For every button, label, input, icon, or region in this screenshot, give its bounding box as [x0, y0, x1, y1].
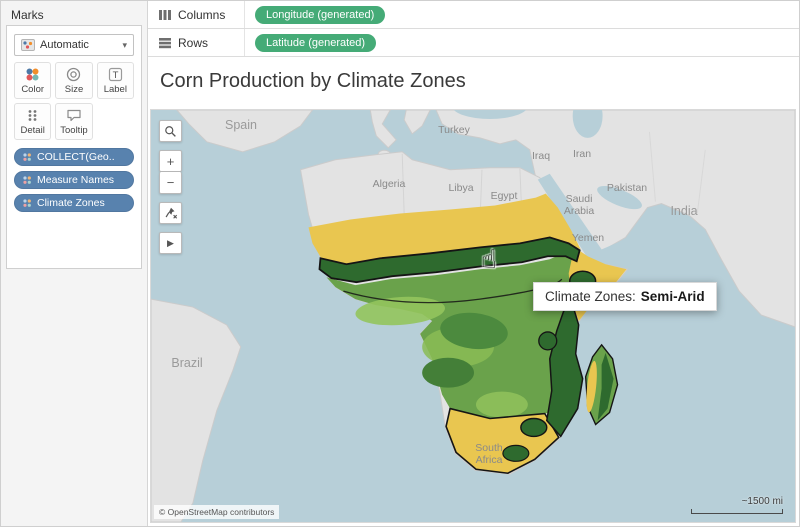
tooltip-icon — [67, 109, 81, 122]
map-scale-label: ~1500 mi — [741, 496, 783, 507]
pill-measure-names-label: Measure Names — [37, 174, 115, 186]
color-button-label: Color — [21, 84, 45, 95]
minus-icon: − — [166, 175, 175, 190]
color-dots-icon — [23, 199, 31, 207]
map-view[interactable]: Spain Turkey Iraq Iran Algeria Libya Egy… — [150, 109, 796, 523]
pill-collect-geo-label: COLLECT(Geo.. — [37, 151, 115, 163]
rows-pill[interactable]: Latitude (generated) — [255, 33, 377, 52]
marks-panel: Marks Automatic ▾ Color Size T Label — [1, 1, 148, 526]
detail-icon — [28, 110, 37, 121]
chevron-down-icon: ▾ — [122, 39, 127, 50]
map-canvas[interactable] — [151, 110, 795, 522]
map-search-button[interactable] — [159, 120, 182, 142]
map-attribution: © OpenStreetMap contributors — [154, 505, 280, 519]
detail-dots-icon — [23, 153, 31, 161]
pill-climate-zones[interactable]: Climate Zones — [14, 194, 134, 212]
search-icon — [165, 125, 176, 137]
label-icon: T — [108, 67, 122, 82]
size-button[interactable]: Size — [55, 62, 93, 99]
zoom-in-button[interactable]: + — [159, 150, 182, 172]
pill-collect-geo[interactable]: COLLECT(Geo.. — [14, 148, 134, 166]
map-tooltip: Climate Zones: Semi-Arid — [533, 282, 717, 311]
color-button[interactable]: Color — [14, 62, 52, 99]
detail-dots-icon — [23, 176, 31, 184]
mark-type-dropdown[interactable]: Automatic ▾ — [14, 34, 134, 56]
marks-card: Automatic ▾ Color Size T Label — [6, 25, 142, 269]
color-icon — [26, 68, 39, 81]
size-button-label: Size — [64, 84, 84, 95]
map-tools-expand-button[interactable]: ▶ — [159, 232, 182, 254]
rows-shelf[interactable]: Rows Latitude (generated) — [148, 29, 799, 57]
mark-type-value: Automatic — [40, 39, 89, 51]
label-button-label: Label — [103, 84, 127, 95]
map-scale-line — [691, 509, 783, 514]
columns-icon — [158, 9, 172, 21]
columns-shelf[interactable]: Columns Longitude (generated) — [148, 1, 799, 29]
zoom-out-button[interactable]: − — [159, 172, 182, 194]
pill-climate-zones-label: Climate Zones — [37, 197, 105, 209]
rows-icon — [158, 37, 172, 49]
worksheet: Corn Production by Climate Zones — [148, 57, 799, 526]
tooltip-button-label: Tooltip — [60, 125, 88, 136]
map-toolbar: + − ▶ — [159, 120, 183, 254]
pin-reset-icon — [165, 207, 177, 219]
plus-icon: + — [166, 153, 175, 169]
rows-shelf-label: Rows — [178, 35, 209, 50]
detail-button[interactable]: Detail — [14, 103, 52, 140]
detail-button-label: Detail — [20, 125, 45, 136]
svg-text:T: T — [112, 70, 118, 81]
label-button[interactable]: T Label — [96, 62, 134, 99]
expand-arrow-icon: ▶ — [167, 237, 174, 248]
sheet-title: Corn Production by Climate Zones — [160, 70, 466, 92]
map-mark-icon — [21, 39, 35, 51]
size-icon — [67, 67, 81, 82]
tooltip-value: Semi-Arid — [640, 289, 705, 304]
zoom-home-button[interactable] — [159, 202, 182, 224]
columns-pill[interactable]: Longitude (generated) — [255, 5, 386, 24]
columns-shelf-label: Columns — [178, 7, 226, 22]
map-scale: ~1500 mi — [691, 496, 783, 514]
tooltip-field-label: Climate Zones: — [545, 289, 636, 304]
shelf-area: Columns Longitude (generated) Rows Latit… — [148, 1, 799, 57]
pill-measure-names[interactable]: Measure Names — [14, 171, 134, 189]
tooltip-button[interactable]: Tooltip — [55, 103, 93, 140]
marks-panel-title: Marks — [11, 8, 44, 22]
